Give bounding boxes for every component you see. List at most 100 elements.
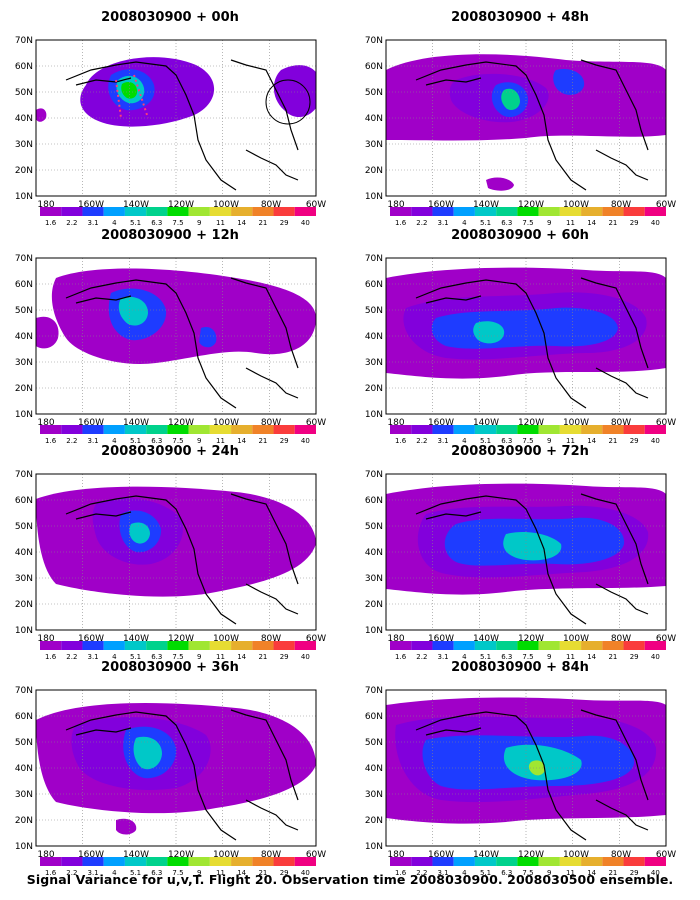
lon-label: 180 bbox=[387, 850, 404, 858]
lon-label: 120W bbox=[518, 634, 544, 642]
colorbar-label: 6.3 bbox=[501, 437, 512, 445]
coastline bbox=[580, 493, 649, 585]
colorbar-swatch bbox=[82, 641, 104, 650]
colorbar-label: 14 bbox=[587, 653, 596, 661]
colorbar-swatch bbox=[390, 857, 412, 866]
colorbar-label: 21 bbox=[258, 653, 267, 661]
colorbar-label: 9 bbox=[197, 653, 201, 661]
coastline bbox=[595, 799, 649, 831]
colorbar-swatch bbox=[623, 641, 645, 650]
panel-title: 2008030900 + 60h bbox=[451, 228, 589, 243]
lon-label: 160W bbox=[78, 418, 104, 426]
panel-title: 2008030900 + 48h bbox=[451, 10, 589, 25]
lon-label: 140W bbox=[123, 200, 149, 208]
colorbar-label: 1.6 bbox=[45, 219, 57, 227]
colorbar-swatch bbox=[294, 857, 316, 866]
lat-label: 50N bbox=[365, 306, 383, 316]
lon-label: 60W bbox=[656, 200, 676, 208]
colorbar-label: 29 bbox=[280, 437, 289, 445]
map-area: 70N 60N 50N 40N 30N 20N 10N 180 160W 140W 120W 100W… bbox=[365, 686, 676, 858]
colorbar-label: 9 bbox=[197, 219, 201, 227]
colorbar-swatch bbox=[411, 641, 433, 650]
map-area: 70N 60N 50N 40N 30N 20N 10N 180 160W 140W 120W 100W… bbox=[365, 254, 676, 426]
lon-label: 80W bbox=[611, 418, 631, 426]
colorbar-label: 5.1 bbox=[480, 653, 491, 661]
lon-label: 160W bbox=[78, 850, 104, 858]
map-area: 70N 60N 50N 40N 30N 20N 10N 180 160W 140W 120W 100W… bbox=[365, 470, 676, 642]
lat-label: 40N bbox=[365, 548, 383, 558]
lat-label: 20N bbox=[15, 816, 33, 826]
coastline bbox=[595, 367, 649, 399]
variance-contour bbox=[36, 108, 47, 122]
colorbar-label: 9 bbox=[547, 219, 551, 227]
colorbar-swatch bbox=[474, 207, 497, 216]
lat-label: 40N bbox=[15, 114, 33, 124]
colorbar-swatch bbox=[496, 425, 518, 434]
colorbar-label: 2.2 bbox=[416, 219, 427, 227]
colorbar-swatch bbox=[252, 641, 274, 650]
colorbar-swatch bbox=[124, 207, 147, 216]
lon-label: 120W bbox=[168, 200, 194, 208]
colorbar-swatch bbox=[188, 425, 210, 434]
lon-label: 100W bbox=[563, 418, 589, 426]
map-panel: 2008030900 + 60h 70N 60N 50N 40N 30N 20N 10N 180… bbox=[350, 228, 680, 446]
colorbar-swatch bbox=[432, 207, 454, 216]
colorbar-swatch bbox=[188, 857, 210, 866]
lon-label: 100W bbox=[563, 634, 589, 642]
colorbar-swatch bbox=[294, 641, 316, 650]
coastline bbox=[245, 799, 299, 831]
colorbar-label: 1.6 bbox=[45, 437, 57, 445]
lat-label: 10N bbox=[15, 842, 33, 852]
colorbar-label: 21 bbox=[608, 219, 617, 227]
colorbar-swatch bbox=[453, 425, 475, 434]
colorbar-label: 7.5 bbox=[172, 653, 183, 661]
lon-label: 100W bbox=[213, 200, 239, 208]
coastline bbox=[65, 711, 237, 841]
colorbar-label: 14 bbox=[587, 219, 596, 227]
figure-caption: Signal Variance for u,v,T. Flight 20. Ob… bbox=[26, 872, 674, 887]
variance-map: 70N 60N 50N 40N 30N 20N 10N 180 160W 140W 120W 100W… bbox=[365, 36, 676, 208]
colorbar-label: 21 bbox=[608, 653, 617, 661]
variance-contour bbox=[118, 296, 148, 326]
colorbar-label: 14 bbox=[237, 437, 246, 445]
colorbar-swatch bbox=[294, 207, 316, 216]
lat-label: 30N bbox=[365, 790, 383, 800]
colorbar-swatch bbox=[390, 207, 412, 216]
colorbar-label: 7.5 bbox=[522, 437, 533, 445]
colorbar-swatch bbox=[496, 641, 518, 650]
lon-label: 140W bbox=[473, 634, 499, 642]
lon-label: 100W bbox=[563, 850, 589, 858]
lon-label: 180 bbox=[37, 850, 54, 858]
panel-title: 2008030900 + 00h bbox=[101, 10, 239, 25]
colorbar-label: 4 bbox=[112, 653, 117, 661]
lon-label: 120W bbox=[168, 850, 194, 858]
lon-label: 80W bbox=[261, 200, 281, 208]
lat-label: 70N bbox=[15, 36, 33, 46]
colorbar-swatch bbox=[188, 641, 210, 650]
colorbar-swatch bbox=[40, 857, 62, 866]
colorbar: 1.6 2.2 3.1 4 5.1 6.3 7.5 9 11 14 21 29 40 bbox=[40, 425, 316, 445]
colorbar-swatch bbox=[602, 857, 624, 866]
lat-label: 40N bbox=[365, 764, 383, 774]
lon-label: 60W bbox=[306, 418, 326, 426]
colorbar-swatch bbox=[252, 425, 274, 434]
colorbar-swatch bbox=[61, 857, 83, 866]
lon-label: 120W bbox=[168, 634, 194, 642]
lat-label: 50N bbox=[15, 88, 33, 98]
colorbar-label: 40 bbox=[651, 653, 660, 661]
lat-label: 10N bbox=[15, 626, 33, 636]
variance-contour bbox=[553, 68, 585, 95]
lat-label: 60N bbox=[365, 280, 383, 290]
lat-label: 20N bbox=[15, 384, 33, 394]
coastline bbox=[580, 59, 649, 151]
coastline bbox=[425, 727, 482, 736]
colorbar-swatch bbox=[581, 641, 603, 650]
map-panel: 2008030900 + 24h 70N 60N 50N 40N 30N 20N 10N 180… bbox=[0, 444, 330, 662]
lon-label: 140W bbox=[123, 634, 149, 642]
colorbar-label: 4 bbox=[462, 869, 467, 877]
colorbar-swatch bbox=[273, 641, 295, 650]
colorbar-swatch bbox=[390, 425, 412, 434]
colorbar-label: 29 bbox=[630, 437, 639, 445]
lon-label: 80W bbox=[611, 634, 631, 642]
colorbar-label: 40 bbox=[651, 219, 660, 227]
